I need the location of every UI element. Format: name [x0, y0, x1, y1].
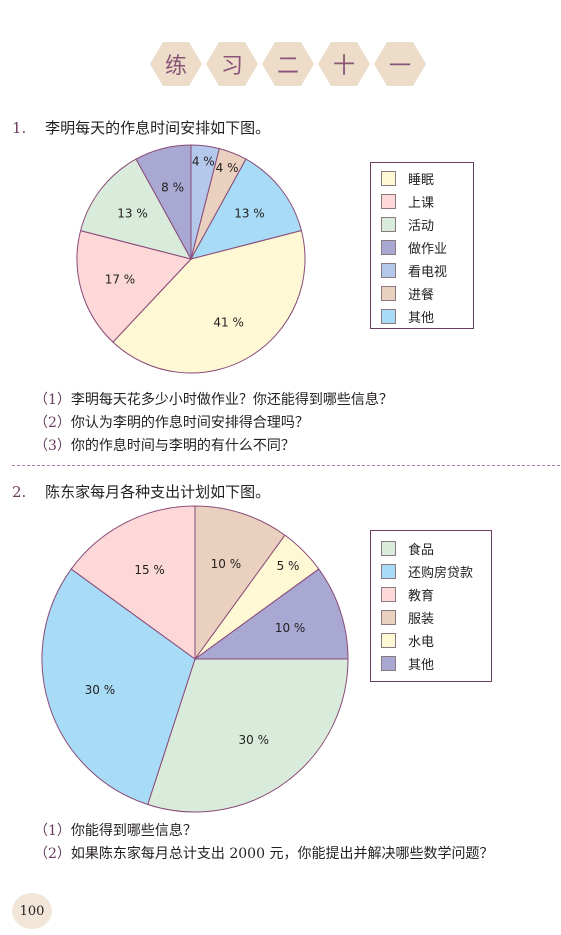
legend-swatch	[381, 564, 396, 579]
legend-schedule: 睡眠 上课 活动 做作业 看电视 进餐 其他	[370, 162, 474, 329]
pie-slice	[135, 144, 192, 260]
slice-label: 41 %	[213, 316, 244, 330]
question-1: 1. 李明每天的作息时间安排如下图。	[12, 117, 270, 138]
slice-label: 15 %	[134, 563, 165, 577]
pie-slice	[112, 230, 306, 374]
pie-slice	[190, 158, 303, 260]
legend-swatch	[381, 286, 396, 301]
legend-swatch	[381, 240, 396, 255]
legend-item: 活动	[381, 215, 434, 234]
legend-swatch	[381, 633, 396, 648]
slice-label: 5 %	[277, 559, 300, 573]
legend-item: 睡眠	[381, 169, 434, 188]
legend-item: 食品	[381, 539, 434, 558]
pie-slice	[147, 658, 349, 813]
pie-slice	[194, 505, 286, 661]
slice-label: 10 %	[211, 557, 242, 571]
legend-item: 进餐	[381, 284, 434, 303]
sub-question: （1）你能得到哪些信息？	[34, 823, 197, 839]
legend-item: 看电视	[381, 261, 447, 280]
question-text: 李明每天的作息时间安排如下图。	[45, 119, 271, 137]
slice-label: 13 %	[117, 207, 148, 221]
pie-slice	[70, 505, 196, 660]
sub-question: （3）你的作息时间与李明的有什么不同？	[34, 438, 295, 454]
legend-item: 做作业	[381, 238, 447, 257]
slice-label: 30 %	[85, 683, 116, 697]
legend-item: 还购房贷款	[381, 562, 473, 581]
legend-item: 其他	[381, 654, 434, 673]
question-text: 陈东家每月各种支出计划如下图。	[45, 483, 271, 501]
pie-slice	[79, 158, 192, 260]
pie-chart-schedule: 4 % 4 % 13 % 41 % 17 % 13 % 8 %	[76, 144, 306, 374]
section-divider	[12, 465, 560, 466]
pie-slice	[193, 568, 349, 660]
legend-item: 教育	[381, 585, 434, 604]
slice-label: 10 %	[275, 621, 306, 635]
pie-slice	[41, 568, 196, 806]
legend-swatch	[381, 194, 396, 209]
slice-label: 17 %	[105, 273, 135, 287]
legend-swatch	[381, 656, 396, 671]
slice-label: 4 %	[216, 161, 239, 175]
pie-chart-expenses: 10 % 5 % 10 % 30 % 30 % 15 %	[41, 505, 349, 813]
sub-question: （2）你认为李明的作息时间安排得合理吗？	[34, 415, 309, 431]
slice-label: 4 %	[192, 155, 215, 169]
title-char: 一	[374, 42, 426, 86]
question-2: 2. 陈东家每月各种支出计划如下图。	[12, 481, 270, 502]
sub-question: （1）李明每天花多少小时做作业？你还能得到哪些信息？	[34, 392, 393, 408]
legend-item: 服装	[381, 608, 434, 627]
sub-question: （2）如果陈东家每月总计支出 2000 元，你能提出并解决哪些数学问题？	[34, 846, 494, 862]
legend-swatch	[381, 587, 396, 602]
page-number: 100	[12, 893, 52, 929]
title-char: 习	[206, 42, 258, 86]
title-char: 十	[318, 42, 370, 86]
slice-label: 30 %	[239, 733, 269, 747]
legend-item: 其他	[381, 307, 434, 326]
legend-swatch	[381, 263, 396, 278]
legend-swatch	[381, 309, 396, 324]
slice-label: 13 %	[234, 207, 265, 221]
legend-expenses: 食品 还购房贷款 教育 服装 水电 其他	[370, 530, 492, 682]
legend-item: 上课	[381, 192, 434, 211]
legend-swatch	[381, 217, 396, 232]
legend-item: 水电	[381, 631, 434, 650]
question-number: 2.	[12, 483, 27, 501]
slice-label: 8 %	[161, 180, 184, 194]
pie-slice	[76, 230, 192, 343]
legend-swatch	[381, 171, 396, 186]
legend-swatch	[381, 541, 396, 556]
legend-swatch	[381, 610, 396, 625]
title-char: 练	[150, 42, 202, 86]
title-char: 二	[262, 42, 314, 86]
question-number: 1.	[12, 119, 27, 137]
